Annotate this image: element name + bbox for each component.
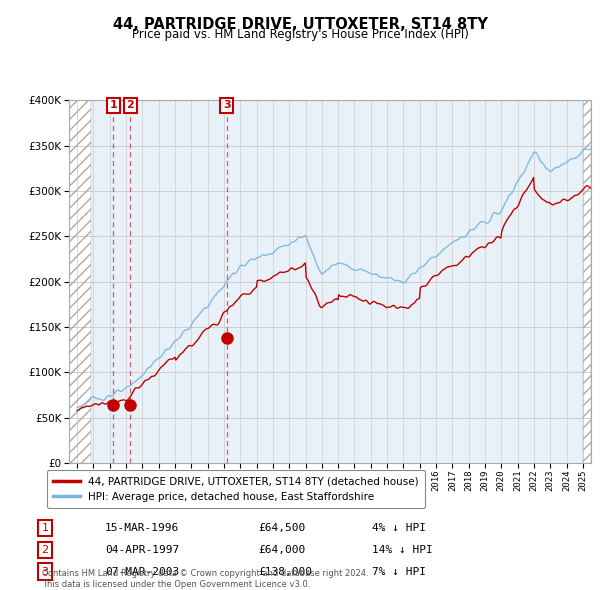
Text: £138,000: £138,000 [258,567,312,576]
Text: £64,000: £64,000 [258,545,305,555]
Text: 3: 3 [41,567,49,576]
Text: 07-MAR-2003: 07-MAR-2003 [105,567,179,576]
Text: 44, PARTRIDGE DRIVE, UTTOXETER, ST14 8TY: 44, PARTRIDGE DRIVE, UTTOXETER, ST14 8TY [113,17,487,31]
Text: 14% ↓ HPI: 14% ↓ HPI [372,545,433,555]
Text: Price paid vs. HM Land Registry's House Price Index (HPI): Price paid vs. HM Land Registry's House … [131,28,469,41]
Text: 4% ↓ HPI: 4% ↓ HPI [372,523,426,533]
Bar [69,100,91,463]
Bar [583,100,591,463]
Text: 15-MAR-1996: 15-MAR-1996 [105,523,179,533]
Text: Contains HM Land Registry data © Crown copyright and database right 2024.
This d: Contains HM Land Registry data © Crown c… [42,569,368,589]
Text: 1: 1 [109,100,117,110]
Text: 1: 1 [41,523,49,533]
Legend: 44, PARTRIDGE DRIVE, UTTOXETER, ST14 8TY (detached house), HPI: Average price, d: 44, PARTRIDGE DRIVE, UTTOXETER, ST14 8TY… [47,470,425,508]
Text: 2: 2 [41,545,49,555]
Text: 2: 2 [127,100,134,110]
Text: 7% ↓ HPI: 7% ↓ HPI [372,567,426,576]
Text: £64,500: £64,500 [258,523,305,533]
Text: 3: 3 [223,100,231,110]
Text: 04-APR-1997: 04-APR-1997 [105,545,179,555]
